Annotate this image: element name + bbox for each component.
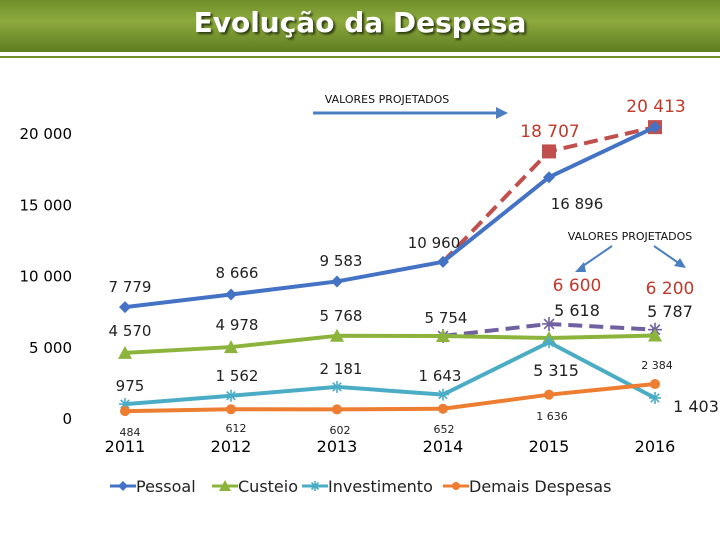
legend-swatch-marker xyxy=(118,481,128,491)
title-banner xyxy=(0,0,720,52)
data-label: 1 643 xyxy=(419,367,462,385)
data-label: 10 960 xyxy=(408,234,461,252)
series-line xyxy=(124,333,656,355)
x-tick-label: 2013 xyxy=(317,437,358,456)
series-line xyxy=(124,340,656,407)
x-tick-label: 2014 xyxy=(423,437,464,456)
data-point-stroke-3 xyxy=(120,399,130,409)
x-tick-label: 2016 xyxy=(635,437,676,456)
data-point xyxy=(544,389,554,400)
data-label: 1 562 xyxy=(216,367,259,385)
data-label: 652 xyxy=(434,423,455,436)
x-tick-label: 2011 xyxy=(105,437,146,456)
data-point xyxy=(120,406,130,417)
legend-label: Pessoal xyxy=(136,477,196,496)
series-line xyxy=(124,125,656,310)
data-point xyxy=(543,336,555,349)
data-label: 1 403 xyxy=(673,397,719,416)
data-label: 612 xyxy=(226,422,247,435)
data-label: 975 xyxy=(116,377,145,395)
title-underline xyxy=(0,56,720,58)
data-label: 16 896 xyxy=(551,195,604,213)
data-point xyxy=(119,301,131,314)
data-label: 5 787 xyxy=(647,302,693,321)
annotation-arrow xyxy=(579,245,613,269)
annotation-arrowhead xyxy=(496,107,508,119)
data-point xyxy=(650,379,660,390)
data-point xyxy=(332,404,342,415)
data-point xyxy=(225,389,237,402)
y-tick-label: 10 000 xyxy=(20,268,73,286)
y-tick-label: 5 000 xyxy=(29,339,72,357)
data-label: 5 618 xyxy=(554,301,600,320)
data-label: 5 754 xyxy=(425,309,468,327)
data-label: 4 570 xyxy=(109,322,152,340)
data-point-stroke-3 xyxy=(544,337,554,348)
data-point xyxy=(226,404,236,415)
projection-point xyxy=(542,144,556,159)
data-label: 5 315 xyxy=(533,361,579,380)
data-label: 484 xyxy=(120,426,141,439)
x-tick-label: 2015 xyxy=(529,437,570,456)
data-point-stroke-3 xyxy=(650,393,660,403)
data-label: 602 xyxy=(330,424,351,437)
projection-label: 6 200 xyxy=(646,279,695,299)
data-point xyxy=(436,329,450,343)
data-point xyxy=(437,255,449,268)
annotation-arrowhead xyxy=(674,258,686,268)
data-point-stroke-3 xyxy=(438,389,448,400)
data-point xyxy=(224,340,238,354)
projection-label: 18 707 xyxy=(520,122,579,142)
data-point xyxy=(438,403,448,414)
data-point xyxy=(649,392,661,405)
legend-label: Investimento xyxy=(328,477,433,496)
data-point-stroke-3 xyxy=(332,382,342,392)
annotation-arrow xyxy=(653,245,681,265)
data-label: 2 384 xyxy=(641,359,673,372)
projection-annotation: VALORES PROJETADOS xyxy=(568,230,692,243)
data-point xyxy=(543,171,555,184)
projection-label: 20 413 xyxy=(626,97,685,117)
data-point xyxy=(119,398,131,411)
data-point-stroke-3 xyxy=(226,390,236,401)
data-label: 5 768 xyxy=(320,307,363,325)
projection-point xyxy=(542,316,556,331)
data-point xyxy=(437,388,449,401)
legend-swatch-marker xyxy=(310,481,320,491)
annotation-arrowhead xyxy=(575,262,586,272)
projection-annotation: VALORES PROJETADOS xyxy=(325,93,449,106)
y-tick-label: 15 000 xyxy=(20,196,73,214)
data-point xyxy=(330,328,344,342)
data-point xyxy=(225,288,237,301)
legend-label: Demais Despesas xyxy=(469,477,611,496)
legend-swatch-marker-stroke-3 xyxy=(310,481,320,491)
y-tick-label: 20 000 xyxy=(20,125,73,143)
data-label: 7 779 xyxy=(109,278,152,296)
data-label: 1 636 xyxy=(536,410,568,423)
legend-label: Custeio xyxy=(238,477,298,496)
data-point xyxy=(648,328,662,342)
x-tick-label: 2012 xyxy=(211,437,252,456)
chart-title: Evolução da Despesa xyxy=(193,6,527,39)
data-point xyxy=(331,275,343,288)
series-line xyxy=(124,382,656,414)
data-point xyxy=(331,380,343,393)
y-tick-label: 0 xyxy=(62,410,72,428)
legend-swatch-marker xyxy=(452,482,460,490)
data-label: 8 666 xyxy=(216,264,259,282)
projection-label: 6 600 xyxy=(553,276,602,296)
data-point xyxy=(649,121,661,134)
data-label: 4 978 xyxy=(216,316,259,334)
data-label: 9 583 xyxy=(320,252,363,270)
data-label: 2 181 xyxy=(320,360,363,378)
projection-point-stroke-3 xyxy=(543,318,555,330)
legend-swatch-marker xyxy=(219,480,231,491)
data-point xyxy=(118,345,132,359)
